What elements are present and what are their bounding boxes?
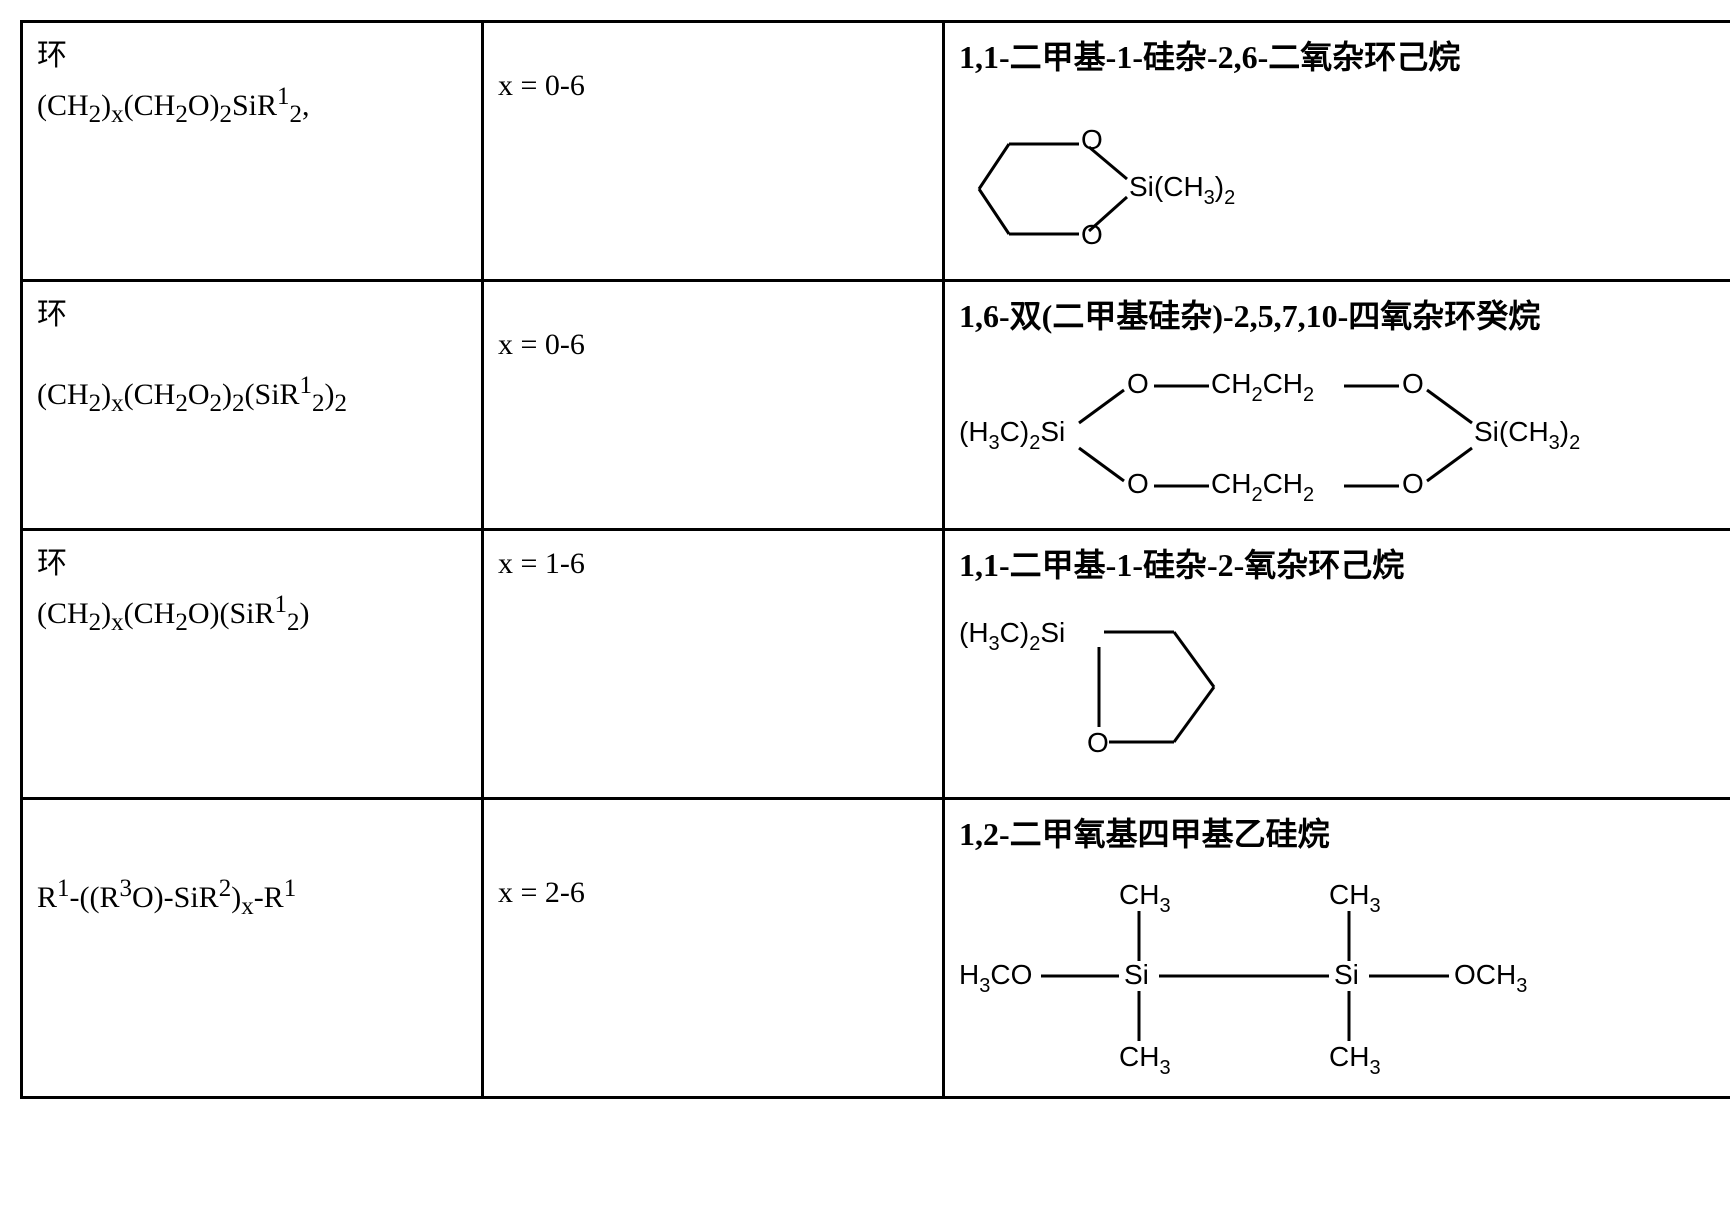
svg-text:O: O	[1087, 727, 1109, 758]
param-cell: x = 2-6	[483, 799, 944, 1098]
table-row: R1-((R3O)-SiR2)x-R1 x = 2-6 1,2-二甲氧基四甲基乙…	[22, 799, 1730, 1098]
svg-text:O: O	[1402, 368, 1424, 399]
formula: (CH2)x(CH2O)(SiR12)	[37, 586, 467, 642]
svg-text:CH3: CH3	[1119, 879, 1171, 917]
svg-text:Si(CH3)2: Si(CH3)2	[1129, 171, 1235, 209]
compound-name: 1,1-二甲基-1-硅杂-2-氧杂环己烷	[959, 541, 1730, 589]
param-cell: x = 1-6	[483, 530, 944, 799]
svg-text:(H3C)2Si: (H3C)2Si	[959, 617, 1065, 655]
name-cell: 1,2-二甲氧基四甲基乙硅烷 H3CO Si CH3 CH3 Si CH3	[944, 799, 1730, 1098]
svg-text:CH2CH2: CH2CH2	[1211, 368, 1314, 406]
svg-text:CH3: CH3	[1329, 879, 1381, 917]
prefix: 环	[37, 292, 467, 367]
table-row: 环 (CH2)x(CH2O2)2(SiR12)2 x = 0-6 1,6-双(二…	[22, 281, 1730, 530]
structure-diagram: (H3C)2Si O	[959, 597, 1730, 787]
formula-cell: 环 (CH2)x(CH2O)(SiR12)	[22, 530, 483, 799]
table-row: 环 (CH2)x(CH2O)(SiR12) x = 1-6 1,1-二甲基-1-…	[22, 530, 1730, 799]
formula: (CH2)x(CH2O2)2(SiR12)2	[37, 367, 467, 423]
prefix: 环	[37, 33, 467, 78]
param-value: x = 2-6	[498, 810, 928, 915]
svg-text:CH2CH2: CH2CH2	[1211, 468, 1314, 506]
formula: (CH2)x(CH2O)2SiR12,	[37, 78, 467, 134]
svg-text:OCH3: OCH3	[1454, 959, 1527, 997]
svg-text:(H3C)2Si: (H3C)2Si	[959, 416, 1065, 454]
svg-text:Si: Si	[1334, 959, 1359, 990]
svg-text:H3CO: H3CO	[959, 959, 1032, 997]
chemical-table: 环 (CH2)x(CH2O)2SiR12, x = 0-6 1,1-二甲基-1-…	[20, 20, 1730, 1099]
structure-diagram: H3CO Si CH3 CH3 Si CH3 CH3 OCH3	[959, 866, 1730, 1086]
compound-name: 1,1-二甲基-1-硅杂-2,6-二氧杂环己烷	[959, 33, 1730, 81]
param-value: x = 0-6	[498, 292, 928, 367]
svg-text:O: O	[1081, 124, 1103, 155]
formula: R1-((R3O)-SiR2)x-R1	[37, 810, 467, 926]
name-cell: 1,1-二甲基-1-硅杂-2-氧杂环己烷 (H3C)2Si O	[944, 530, 1730, 799]
prefix: 环	[37, 541, 467, 586]
param-value: x = 1-6	[498, 541, 928, 586]
svg-text:O: O	[1127, 368, 1149, 399]
formula-cell: 环 (CH2)x(CH2O)2SiR12,	[22, 22, 483, 281]
svg-text:Si(CH3)2: Si(CH3)2	[1474, 416, 1580, 454]
table-row: 环 (CH2)x(CH2O)2SiR12, x = 0-6 1,1-二甲基-1-…	[22, 22, 1730, 281]
compound-name: 1,2-二甲氧基四甲基乙硅烷	[959, 810, 1730, 858]
param-cell: x = 0-6	[483, 22, 944, 281]
formula-cell: 环 (CH2)x(CH2O2)2(SiR12)2	[22, 281, 483, 530]
svg-text:Si: Si	[1124, 959, 1149, 990]
svg-text:O: O	[1127, 468, 1149, 499]
svg-text:O: O	[1081, 219, 1103, 250]
param-cell: x = 0-6	[483, 281, 944, 530]
name-cell: 1,1-二甲基-1-硅杂-2,6-二氧杂环己烷 O O Si(CH3)2	[944, 22, 1730, 281]
svg-text:O: O	[1402, 468, 1424, 499]
param-value: x = 0-6	[498, 33, 928, 108]
structure-diagram: O O Si(CH3)2	[959, 89, 1730, 269]
svg-text:CH3: CH3	[1329, 1041, 1381, 1079]
formula-cell: R1-((R3O)-SiR2)x-R1	[22, 799, 483, 1098]
name-cell: 1,6-双(二甲基硅杂)-2,5,7,10-四氧杂环癸烷 (H3C)2Si O …	[944, 281, 1730, 530]
svg-text:CH3: CH3	[1119, 1041, 1171, 1079]
structure-diagram: (H3C)2Si O CH2CH2 O O CH2CH2 O	[959, 348, 1730, 518]
compound-name: 1,6-双(二甲基硅杂)-2,5,7,10-四氧杂环癸烷	[959, 292, 1730, 340]
